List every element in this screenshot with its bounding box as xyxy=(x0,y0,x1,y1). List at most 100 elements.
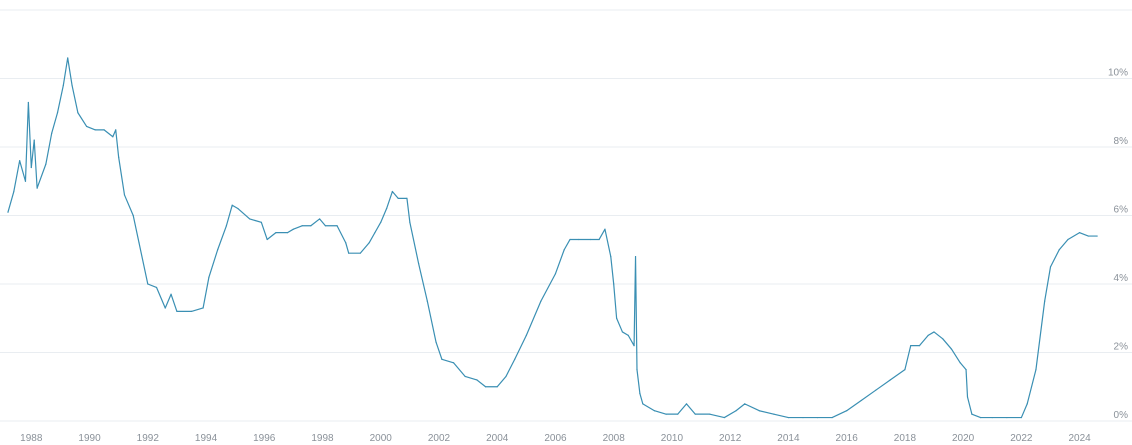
data-point xyxy=(237,208,239,210)
data-point xyxy=(971,413,973,415)
data-point xyxy=(417,262,420,265)
data-point xyxy=(249,218,251,220)
data-point xyxy=(816,416,819,419)
data-point xyxy=(318,218,321,220)
data-point xyxy=(301,225,303,227)
data-point xyxy=(694,413,696,415)
data-point xyxy=(176,310,178,312)
data-point xyxy=(665,413,667,415)
data-point xyxy=(636,369,638,371)
x-tick-label: 2022 xyxy=(1010,433,1033,444)
data-point xyxy=(613,283,615,285)
data-point xyxy=(505,375,507,378)
data-point xyxy=(965,369,967,371)
data-point xyxy=(391,190,393,193)
data-point xyxy=(980,416,982,419)
data-point xyxy=(30,166,32,169)
data-point xyxy=(27,101,29,104)
data-point xyxy=(933,331,935,333)
data-point xyxy=(33,139,35,141)
data-point xyxy=(260,221,262,223)
data-point xyxy=(359,252,361,254)
data-point xyxy=(1096,235,1098,237)
data-point xyxy=(441,358,443,360)
data-point xyxy=(831,416,833,419)
data-point xyxy=(266,238,268,241)
data-point xyxy=(7,211,9,213)
data-point xyxy=(1020,416,1022,419)
data-point xyxy=(758,410,760,412)
x-tick-label: 2008 xyxy=(603,433,626,444)
data-point xyxy=(86,125,88,128)
data-point xyxy=(621,331,624,333)
data-point xyxy=(685,403,688,405)
x-tick-label: 1998 xyxy=(311,433,334,444)
x-tick-label: 2016 xyxy=(836,433,859,444)
data-point xyxy=(1049,266,1052,268)
x-tick-label: 1996 xyxy=(253,433,276,444)
data-point xyxy=(1035,369,1037,371)
data-point xyxy=(225,225,227,227)
data-point xyxy=(123,194,126,196)
data-point xyxy=(1058,249,1060,251)
data-point xyxy=(13,190,15,193)
data-point xyxy=(36,187,38,189)
data-point xyxy=(604,228,606,230)
data-point xyxy=(918,345,921,347)
data-point xyxy=(368,242,370,244)
data-point xyxy=(966,396,969,398)
data-point xyxy=(709,413,711,415)
data-point xyxy=(208,276,210,278)
x-tick-label: 1988 xyxy=(20,433,43,444)
data-point xyxy=(397,197,399,199)
data-point xyxy=(598,238,600,241)
y-tick-label: 2% xyxy=(1114,342,1129,353)
data-point xyxy=(115,129,117,131)
data-point xyxy=(19,160,21,162)
x-tick-label: 1994 xyxy=(195,433,218,444)
data-point xyxy=(653,410,656,412)
data-point xyxy=(217,249,219,251)
data-point xyxy=(324,225,327,227)
x-tick-label: 2000 xyxy=(370,433,393,444)
data-point xyxy=(484,386,487,388)
x-tick-label: 2018 xyxy=(894,433,917,444)
data-point xyxy=(170,293,172,295)
data-point xyxy=(292,228,294,230)
y-tick-label: 4% xyxy=(1114,273,1129,284)
data-point xyxy=(563,249,565,251)
data-point xyxy=(514,358,516,360)
data-point xyxy=(633,345,635,347)
data-point xyxy=(616,317,618,319)
data-point xyxy=(155,286,158,289)
data-point xyxy=(77,112,79,114)
data-point xyxy=(991,416,993,419)
data-point xyxy=(860,399,862,402)
data-point xyxy=(435,341,437,343)
data-point xyxy=(374,232,376,234)
data-point xyxy=(202,307,204,309)
data-point xyxy=(380,221,382,223)
data-point xyxy=(275,232,277,234)
x-tick-label: 1990 xyxy=(78,433,101,444)
data-point xyxy=(1079,232,1081,234)
data-point xyxy=(138,242,140,244)
data-point xyxy=(540,300,542,302)
data-point xyxy=(164,307,166,309)
y-tick-label: 10% xyxy=(1108,68,1128,79)
data-point xyxy=(231,204,233,206)
data-point xyxy=(846,410,848,412)
data-point xyxy=(94,129,96,131)
y-tick-label: 6% xyxy=(1114,205,1129,216)
data-point xyxy=(112,136,114,138)
data-point xyxy=(348,252,350,254)
data-point xyxy=(476,379,478,381)
data-point xyxy=(452,362,455,364)
data-point xyxy=(426,300,428,302)
data-point xyxy=(336,225,338,227)
data-point xyxy=(875,389,877,391)
data-point xyxy=(62,84,64,86)
data-point xyxy=(677,413,679,415)
x-tick-label: 2006 xyxy=(544,433,567,444)
y-axis-ticks: 0% 2% 4% 6% 8% 10% xyxy=(1108,68,1128,422)
